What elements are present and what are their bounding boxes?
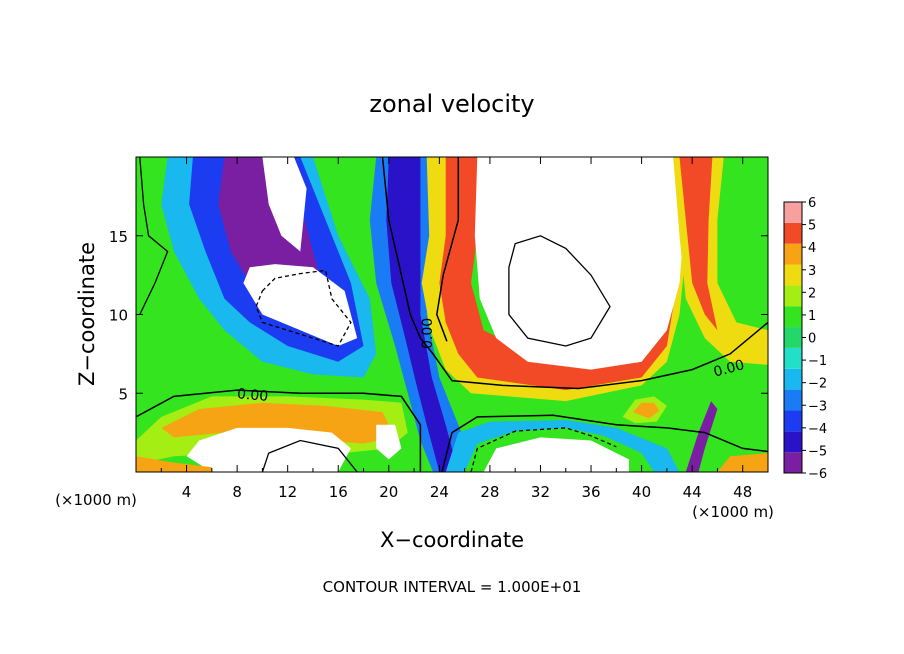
contour-bottom-loop [261, 439, 358, 472]
contour-zero-low [136, 389, 422, 472]
colorbar-swatch [784, 410, 802, 432]
field-low-right-white [483, 437, 629, 472]
colorbar-swatch [784, 202, 802, 223]
x-tick-label: 36 [581, 483, 600, 501]
y-tick-label: 10 [109, 307, 128, 325]
colorbar-swatch [784, 347, 802, 369]
colorbar-swatch [784, 306, 802, 328]
colorbar-swatch [784, 431, 802, 453]
field-low-white [186, 427, 351, 472]
colorbar-label: 5 [808, 219, 816, 234]
colorbar-swatch [784, 222, 802, 244]
x-tick-label: 48 [733, 483, 752, 501]
colorbar-label: −1 [808, 354, 827, 369]
field-low-red [161, 402, 396, 444]
contour-white-right [508, 235, 611, 347]
colorbar-label: 6 [808, 196, 816, 211]
contour-label-left: 0.00 [236, 386, 268, 405]
contour-label-right: 0.00 [712, 357, 746, 381]
x-tick-label: 4 [182, 483, 192, 501]
x-tick-label: 40 [632, 483, 651, 501]
y-axis-ticks: 5 10 15 [109, 228, 768, 403]
colorbar-label: 0 [808, 332, 816, 347]
contour-zero-main [381, 157, 768, 390]
colorbar-label: −3 [808, 399, 827, 414]
x-tick-label: 16 [329, 483, 348, 501]
field-right-red [679, 157, 718, 331]
velocity-field [136, 157, 768, 472]
plot-area: 0.000.000.00 4 8 12 16 20 24 28 32 36 40 44 48 5101… [109, 156, 769, 501]
contour-interval-note: CONTOUR INTERVAL = 1.000E+01 [323, 578, 582, 596]
colorbar-swatch [784, 264, 802, 286]
colorbar-label: 2 [808, 286, 816, 301]
x-tick-label: 44 [683, 483, 702, 501]
colorbar-swatch [784, 285, 802, 307]
colorbar-label: −2 [808, 377, 827, 392]
y-tick-label: 15 [109, 228, 128, 246]
field-white-topleft [262, 157, 307, 252]
field-spot-red [632, 402, 660, 419]
field-column-blue [386, 157, 459, 472]
x-unit-left: (×1000 m) [55, 491, 137, 509]
contour-dashed-lower [470, 427, 617, 472]
x-axis-ticks: 4 8 12 16 20 24 28 32 36 40 44 48 [160, 157, 752, 501]
contour-zero-left [139, 157, 169, 315]
colorbar-label: −6 [808, 467, 827, 482]
contour-zero-branch [436, 157, 460, 342]
colorbar: −6 −5 −4 −3 −2 −1 0 1 2 3 4 5 6 [783, 196, 827, 482]
field-bottom-left-red [136, 456, 212, 472]
colorbar-label: −5 [808, 444, 827, 459]
field-right-streak [685, 401, 718, 472]
x-tick-label: 12 [278, 483, 297, 501]
field-low-white-2 [376, 424, 402, 460]
colorbar-swatch [784, 327, 802, 348]
x-tick-label: 20 [379, 483, 398, 501]
colorbar-label: 1 [808, 309, 816, 324]
contour-lines: 0.00 0.00 0.00 [136, 157, 768, 472]
x-tick-label: 28 [480, 483, 499, 501]
colorbar-swatch [784, 389, 802, 411]
colorbar-swatch [784, 368, 802, 390]
colorbar-label: 3 [808, 264, 816, 279]
x-tick-label: 8 [232, 483, 242, 501]
x-tick-label: 32 [531, 483, 550, 501]
colorbar-swatch [784, 452, 802, 473]
chart-title: zonal velocity [369, 90, 534, 118]
x-axis-label: X−coordinate [380, 528, 524, 552]
x-unit-right: (×1000 m) [692, 503, 774, 521]
contour-label-middle: 0.00 [420, 318, 436, 349]
field-bottom-right-red [717, 453, 768, 472]
colorbar-swatch [784, 243, 802, 265]
colorbar-label: 4 [808, 241, 816, 256]
y-tick-label: 5 [118, 385, 128, 403]
contour-zero-bottom [441, 414, 768, 472]
contour-dashed-upper [255, 269, 352, 347]
field-white-mid [243, 264, 358, 346]
colorbar-label: −4 [808, 422, 827, 437]
y-axis-label: Z−coordinate [75, 242, 99, 386]
x-tick-label: 24 [430, 483, 449, 501]
